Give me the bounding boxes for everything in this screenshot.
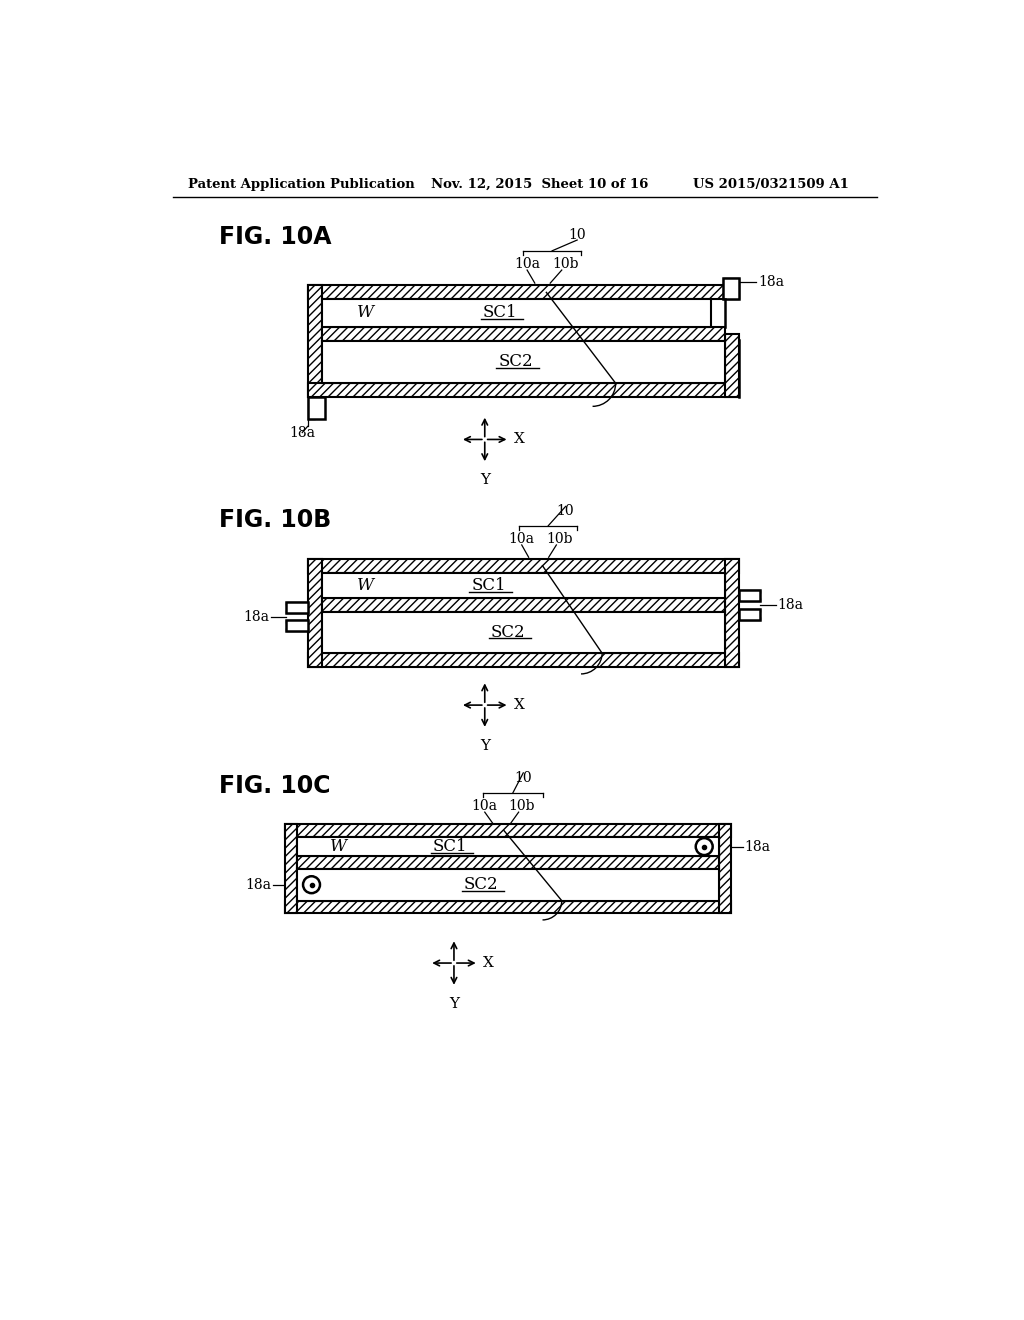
Text: Patent Application Publication: Patent Application Publication <box>188 178 415 191</box>
Text: SC1: SC1 <box>471 577 506 594</box>
Bar <box>285 825 731 837</box>
Bar <box>285 900 731 913</box>
Bar <box>286 602 307 612</box>
Bar <box>724 277 739 300</box>
Bar <box>739 598 761 601</box>
Text: 18a: 18a <box>243 610 269 623</box>
Bar <box>307 558 322 667</box>
Bar <box>286 620 307 623</box>
Text: SC2: SC2 <box>490 624 525 640</box>
Bar <box>307 558 739 573</box>
Bar <box>307 653 739 667</box>
Text: 10a: 10a <box>514 257 540 271</box>
Text: SC1: SC1 <box>483 305 517 322</box>
Bar <box>307 285 322 397</box>
Bar <box>322 598 725 612</box>
Text: US 2015/0321509 A1: US 2015/0321509 A1 <box>692 178 849 191</box>
Bar <box>297 837 719 857</box>
Bar <box>286 620 307 631</box>
Bar <box>725 558 739 667</box>
Text: W: W <box>356 577 374 594</box>
Bar <box>286 610 307 612</box>
Text: W: W <box>330 838 347 855</box>
Bar <box>739 609 761 619</box>
Text: SC2: SC2 <box>499 354 532 371</box>
Text: FIG. 10C: FIG. 10C <box>219 774 331 799</box>
Bar <box>307 397 325 418</box>
Text: 10b: 10b <box>546 532 572 545</box>
Text: 10: 10 <box>557 504 574 517</box>
Text: X: X <box>514 698 525 711</box>
Bar <box>307 383 739 397</box>
Text: Y: Y <box>480 474 489 487</box>
Bar <box>739 609 761 612</box>
Text: Nov. 12, 2015  Sheet 10 of 16: Nov. 12, 2015 Sheet 10 of 16 <box>431 178 648 191</box>
Text: 10a: 10a <box>509 532 535 545</box>
Text: FIG. 10A: FIG. 10A <box>219 224 332 249</box>
Bar <box>297 857 719 869</box>
Text: FIG. 10B: FIG. 10B <box>219 508 332 532</box>
Text: 10b: 10b <box>509 799 535 813</box>
Text: X: X <box>483 956 495 970</box>
Text: 10: 10 <box>514 771 532 785</box>
Text: SC1: SC1 <box>433 838 467 855</box>
Bar <box>739 590 761 594</box>
Text: W: W <box>356 305 374 322</box>
Text: 18a: 18a <box>246 878 271 892</box>
Bar <box>285 825 297 913</box>
Bar <box>322 573 725 598</box>
Text: 18a: 18a <box>289 425 315 440</box>
Text: 18a: 18a <box>744 840 770 854</box>
Bar <box>739 590 761 601</box>
Bar <box>322 341 725 383</box>
Bar <box>724 277 739 300</box>
Text: SC2: SC2 <box>464 876 499 894</box>
Text: 18a: 18a <box>758 275 784 289</box>
Bar <box>286 628 307 631</box>
Bar <box>725 334 739 397</box>
Text: 10b: 10b <box>552 257 579 271</box>
Bar <box>322 612 725 653</box>
Text: 10: 10 <box>568 228 586 243</box>
Text: 18a: 18a <box>777 598 804 612</box>
Bar <box>739 616 761 619</box>
Bar <box>322 300 711 326</box>
Text: X: X <box>514 433 525 446</box>
Bar <box>286 602 307 605</box>
Bar <box>307 397 315 418</box>
Bar <box>322 326 725 341</box>
Text: Y: Y <box>449 997 459 1011</box>
Bar <box>719 825 731 913</box>
Text: Y: Y <box>480 739 489 752</box>
Text: 10a: 10a <box>472 799 498 813</box>
Bar <box>307 285 725 300</box>
Bar <box>297 869 719 900</box>
